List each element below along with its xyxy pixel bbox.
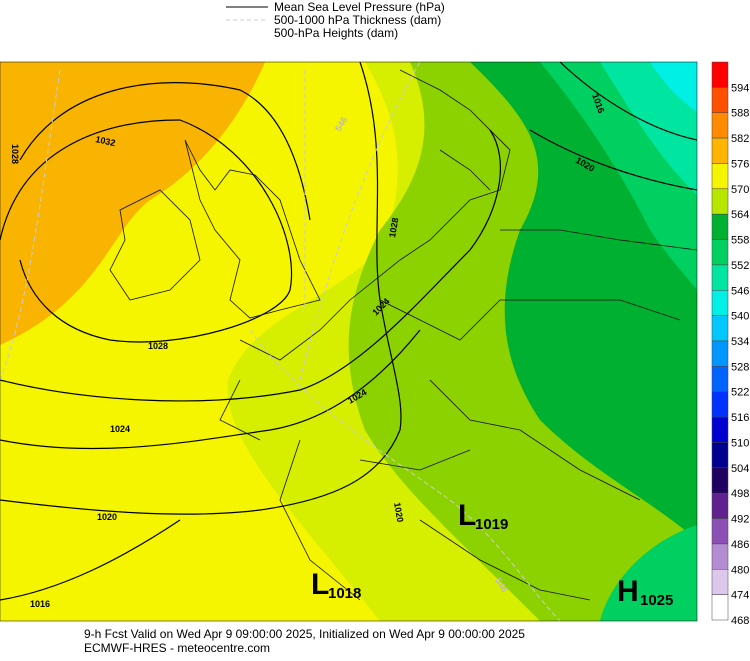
colorbar-box [711,518,729,545]
center-value: 1018 [328,585,361,602]
border [359,229,697,501]
map: 1032 1028 1028 1024 1024 1020 1020 1016 … [0,61,698,622]
colorbar-box [711,239,729,266]
contour-label: 1020 [97,512,117,522]
colorbar-label: 546 [731,285,749,297]
colorbar-box [711,594,729,621]
colorbar-label: 486 [731,539,749,551]
colorbar-label: 474 [731,590,749,602]
center-letter: H [617,575,639,608]
pressure-center: L 1018 L 1019 H 1025 [311,499,673,609]
colorbar-box [711,213,729,240]
colorbar-label: 468 [731,615,749,627]
isobar [0,119,293,343]
colorbar-box [711,366,729,392]
colorbar-box [711,137,729,164]
contour-label: 1028 [10,144,20,164]
legend-label: 500-hPa Heights (dam) [274,26,398,40]
isobar [529,62,697,191]
colorbar-label: 516 [731,412,749,424]
colorbar-box [711,188,729,215]
colorbar-box [711,340,729,367]
contour-label: 1028 [387,217,400,238]
colorbar-label: 534 [731,336,749,348]
colorbar-box [711,87,729,113]
height-zone [650,62,697,112]
legend-label: Mean Sea Level Pressure (hPa) [274,0,445,14]
isobar [0,129,501,402]
colorbar-label: 570 [731,184,749,196]
colorbar-box [711,543,729,570]
center-letter: L [458,499,476,532]
legend: Mean Sea Level Pressure (hPa) 500-1000 h… [226,0,445,40]
colorbar-label: 510 [731,437,749,449]
isobar [0,62,402,515]
colorbar-label: 588 [731,108,749,120]
contour-label: 1024 [110,424,130,434]
colorbar-box [711,442,729,469]
colorbar-box [711,391,729,418]
isobar [19,82,311,221]
colorbar: 594 588 582 576 570 564 558 552 546 540 534 528 522 5… [711,61,749,627]
contour-label: 1032 [95,134,117,148]
contour-label: 1020 [392,502,405,523]
colorbar-label: 528 [731,361,749,373]
colorbar-label: 504 [731,463,749,475]
footer-text: ECMWF-HRES - meteocentre.com [84,641,270,655]
center-value: 1025 [640,592,673,609]
thickness-line [0,62,561,621]
colorbar-box [711,290,729,316]
colorbar-label: 564 [731,209,749,221]
colorbar-box [711,315,729,342]
colorbar-box [711,61,729,88]
colorbar-label: 558 [731,235,749,247]
colorbar-box [711,467,729,494]
colorbar-box [711,163,729,190]
colorbar-label: 480 [731,564,749,576]
colorbar-label: 492 [731,514,749,526]
center-letter: L [311,568,329,601]
map-frame [0,61,698,622]
colorbar-label: 540 [731,311,749,323]
height-zone [600,525,697,621]
colorbar-box [711,416,729,443]
colorbar-box [711,569,729,595]
colorbar-box [711,264,729,291]
colorbar-box [711,492,729,519]
colorbar-label: 522 [731,387,749,399]
colorbar-label: 576 [731,158,749,170]
coastline [109,69,591,601]
colorbar-label: 498 [731,488,749,500]
colorbar-label: 582 [731,133,749,145]
isobar [0,519,181,601]
colorbar-box [711,112,729,139]
contour-label: 1016 [30,599,50,609]
colorbar-label: 594 [731,82,749,94]
footer-text: 9-h Fcst Valid on Wed Apr 9 09:00:00 202… [84,627,525,641]
isobar [0,329,421,450]
contour-label: 1028 [148,341,168,351]
colorbar-label: 552 [731,260,749,272]
center-value: 1019 [475,516,508,533]
height-zone [600,62,697,195]
legend-label: 500-1000 hPa Thickness (dam) [274,13,441,27]
